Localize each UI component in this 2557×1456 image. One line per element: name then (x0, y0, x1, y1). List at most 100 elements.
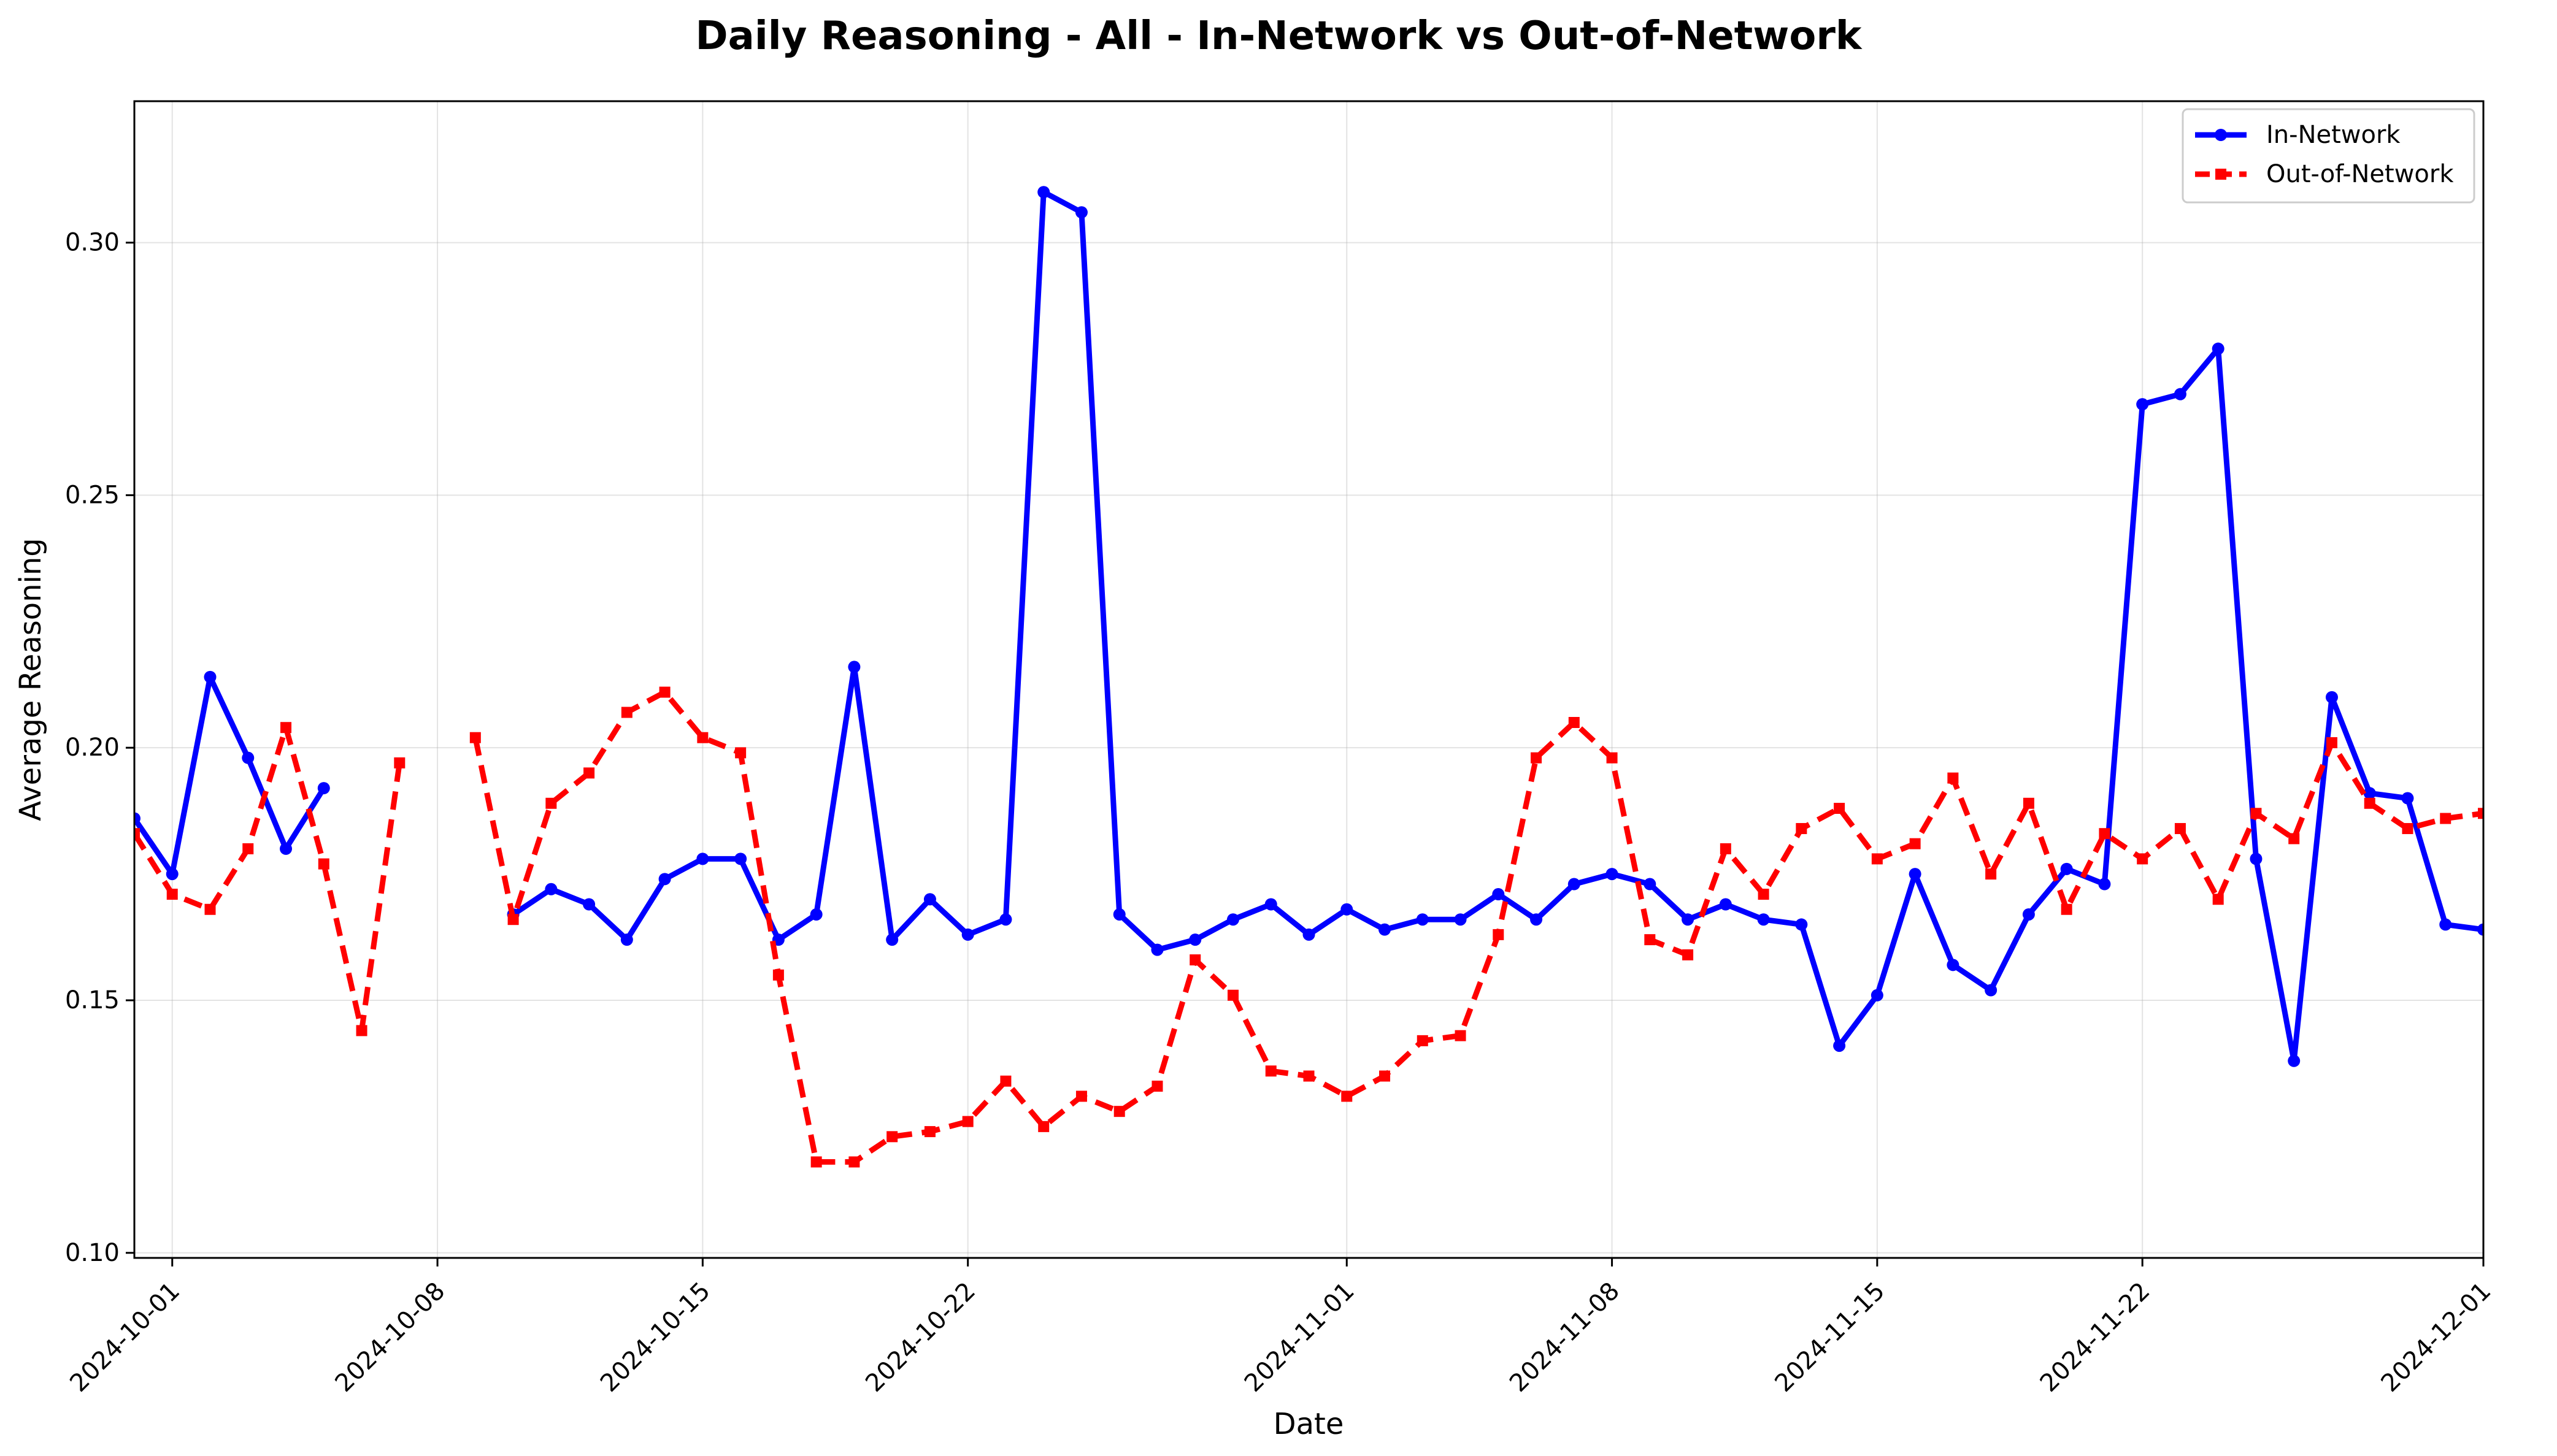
out-of-network-point (1909, 838, 1921, 849)
in-network-point (1113, 908, 1126, 921)
in-network-point (696, 853, 709, 865)
in-network-point (2250, 853, 2263, 865)
in-network-point (2477, 923, 2483, 936)
in-network-point (810, 908, 823, 921)
in-network-point (204, 670, 217, 683)
in-network-point (848, 661, 861, 673)
in-network-point (1605, 868, 1618, 881)
out-of-network-point (1568, 717, 1580, 729)
in-network-point (2401, 792, 2414, 805)
in-network-point (166, 868, 179, 881)
x-tick-label: 2024-10-01 (64, 1277, 185, 1398)
out-of-network-point (2061, 903, 2072, 915)
in-network-point (2212, 342, 2224, 355)
in-network-point (658, 873, 671, 886)
out-of-network-point (545, 797, 557, 809)
in-network-point (1264, 898, 1277, 911)
in-network-point (1302, 928, 1315, 941)
out-of-network-point (2326, 737, 2337, 748)
out-of-network-point (2440, 813, 2451, 824)
out-of-network-point (583, 767, 595, 779)
out-of-network-point (166, 889, 178, 900)
legend: In-Network Out-of-Network (2182, 108, 2475, 204)
in-network-point (1833, 1040, 1846, 1052)
out-of-network-point (886, 1131, 898, 1143)
in-network-point (1682, 913, 1694, 926)
in-network-point (2174, 388, 2186, 400)
x-axis-label: Date (1274, 1407, 1344, 1441)
out-of-network-point (2364, 797, 2375, 809)
in-network-point (242, 751, 255, 764)
out-of-network-point (394, 757, 406, 768)
out-of-network-point (1455, 1030, 1466, 1041)
in-network-point (961, 928, 974, 941)
in-network-point (999, 913, 1012, 926)
in-network-point (1985, 984, 1998, 997)
legend-box (2182, 108, 2475, 204)
in-network-point (280, 842, 293, 855)
out-of-network-point (1190, 954, 1201, 966)
in-network-point (1416, 913, 1429, 926)
in-network-series (134, 186, 2483, 1067)
out-of-network-point (2099, 828, 2110, 840)
out-of-network-point (2023, 797, 2034, 809)
y-tick-label: 0.15 (65, 986, 120, 1014)
x-tick-label: 2024-11-15 (1769, 1277, 1890, 1398)
in-network-point (2325, 691, 2338, 703)
out-of-network-line (134, 724, 402, 1033)
out-of-network-point (1947, 772, 1959, 784)
x-tick-label: 2024-12-01 (2376, 1277, 2497, 1398)
out-of-network-point (1834, 803, 1845, 814)
in-network-point (1567, 878, 1580, 891)
y-tick-label: 0.20 (65, 734, 120, 762)
series-layer (134, 186, 2483, 1168)
out-of-network-point (1985, 868, 1997, 880)
out-of-network-point (772, 969, 784, 981)
out-of-network-point (1000, 1075, 1012, 1087)
out-of-network-point (507, 914, 519, 925)
out-of-network-point (1682, 949, 1694, 960)
out-of-network-point (2250, 808, 2262, 819)
in-network-point (2439, 918, 2452, 931)
out-of-network-point (356, 1025, 367, 1036)
out-of-network-line (472, 689, 2483, 1165)
x-tick-label: 2024-10-08 (330, 1277, 451, 1398)
out-of-network-point (1493, 929, 1504, 940)
in-network-point (1909, 868, 1921, 881)
in-network-point (1871, 989, 1883, 1002)
x-tick-label: 2024-11-01 (1239, 1277, 1360, 1398)
in-network-point (1189, 933, 1202, 946)
y-tick-label: 0.10 (65, 1239, 120, 1267)
out-of-network-point (2288, 833, 2300, 845)
in-network-point (1492, 888, 1505, 901)
out-of-network-point (1606, 752, 1618, 764)
y-axis-label: Average Reasoning (13, 538, 48, 821)
out-of-network-point (1152, 1080, 1163, 1092)
in-network-point (545, 883, 558, 895)
out-of-network-point (1265, 1065, 1277, 1077)
out-of-network-point (280, 722, 292, 734)
in-network-point (620, 933, 633, 946)
out-of-network-point (924, 1126, 936, 1138)
y-tick-label: 0.25 (65, 481, 120, 509)
in-network-point (886, 933, 899, 946)
in-network-point (1378, 923, 1391, 936)
in-network-point (1530, 913, 1543, 926)
in-network-point (734, 853, 747, 865)
out-of-network-point (1758, 889, 1769, 900)
out-of-network-point (1227, 989, 1239, 1001)
out-of-network-point (1531, 752, 1542, 764)
in-network-point (317, 782, 330, 795)
out-of-network-point (134, 828, 140, 840)
in-network-point (2098, 878, 2111, 891)
chart-title: Daily Reasoning - All - In-Network vs Ou… (696, 13, 1863, 59)
out-of-network-point (1417, 1035, 1428, 1046)
in-network-point (1151, 943, 1164, 956)
out-of-network-point (318, 858, 329, 870)
in-network-point (1454, 913, 1467, 926)
grid-lines (134, 101, 2484, 1258)
out-of-network-point (204, 903, 216, 915)
in-network-point (583, 898, 596, 911)
in-network-point (2288, 1054, 2301, 1067)
